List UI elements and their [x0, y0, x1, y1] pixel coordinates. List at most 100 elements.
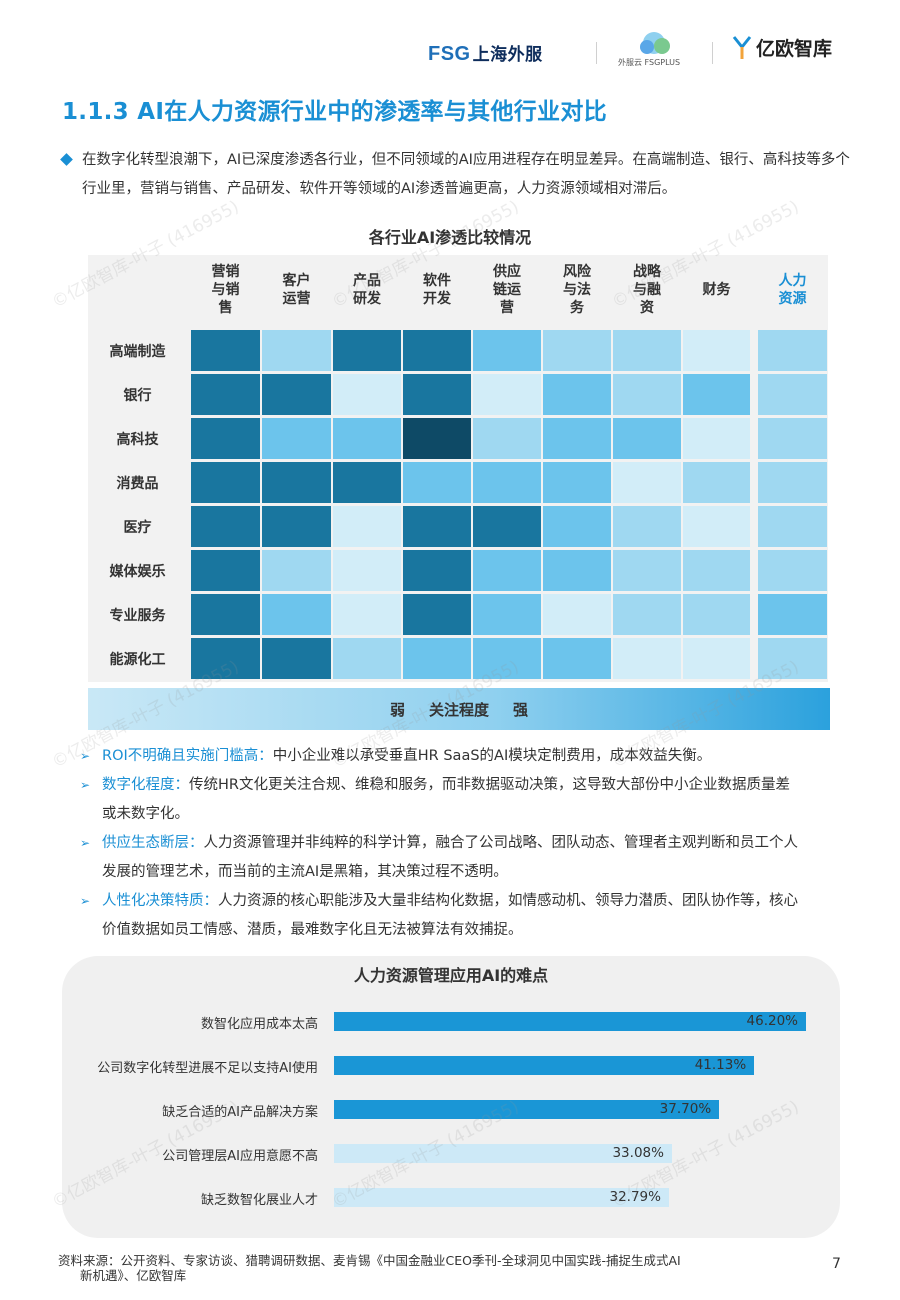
heatmap-cell — [403, 550, 471, 591]
scale-weak-label: 弱 — [389, 700, 405, 719]
heatmap-cell — [262, 594, 331, 635]
heatmap-cell — [403, 506, 471, 547]
column-header: 软件 开发 — [403, 256, 471, 324]
heatmap-cell — [543, 594, 611, 635]
source-note: 资料来源：公开资料、专家访谈、猎聘调研数据、麦肯锡《中国金融业CEO季刊-全球洞… — [58, 1253, 818, 1283]
heatmap-cell — [333, 638, 401, 679]
column-header: 风险 与法务 — [543, 256, 611, 324]
bar-value-label: 33.08% — [612, 1145, 664, 1161]
heatmap-cell — [191, 462, 260, 503]
heatmap-cell — [191, 506, 260, 547]
heatmap-cell — [473, 550, 541, 591]
bar-category-label: 缺乏合适的AI产品解决方案 — [162, 1105, 318, 1120]
heatmap-cell — [758, 462, 827, 503]
heatmap-cell — [403, 638, 471, 679]
heatmap-cell — [683, 462, 750, 503]
heatmap-cell — [683, 330, 750, 371]
row-header: 医疗 — [123, 519, 152, 536]
heatmap-cell — [543, 418, 611, 459]
arrow-icon: ➢ — [80, 836, 91, 850]
heatmap-cell — [473, 374, 541, 415]
heatmap-cell — [683, 638, 750, 679]
heatmap-cell — [403, 330, 471, 371]
heatmap-cell — [543, 638, 611, 679]
heatmap-cell — [613, 330, 681, 371]
bar — [334, 1144, 672, 1163]
heatmap-cell — [262, 550, 331, 591]
heatmap-cell — [333, 462, 401, 503]
bar-category-label: 公司管理层AI应用意愿不高 — [162, 1149, 318, 1164]
heatmap-cell — [758, 418, 827, 459]
bar — [334, 1012, 806, 1031]
heatmap-cell — [543, 506, 611, 547]
column-header: 客户 运营 — [262, 256, 331, 324]
heatmap-cell — [333, 550, 401, 591]
heatmap-cell — [473, 506, 541, 547]
row-header: 高端制造 — [109, 343, 166, 360]
row-header: 消费品 — [116, 475, 159, 492]
heatmap-cell — [683, 550, 750, 591]
heatmap-cell — [758, 550, 827, 591]
column-header: 人力 资源 — [758, 256, 827, 324]
heatmap-cell — [683, 506, 750, 547]
bar-chart-title: 人力资源管理应用AI的难点 — [353, 966, 549, 985]
heatmap-cell — [683, 374, 750, 415]
heatmap-cell — [758, 330, 827, 371]
row-header: 能源化工 — [109, 651, 166, 668]
heatmap-cell — [543, 330, 611, 371]
heatmap-cell — [262, 462, 331, 503]
bullet-item: ➢ 数字化程度：传统HR文化更关注合规、维稳和服务，而非数据驱动决策，这导致大部份… — [80, 771, 800, 829]
intro-paragraph: 在数字化转型浪潮下，AI已深度渗透各行业，但不同领域的AI应用进程存在明显差异。… — [60, 146, 852, 204]
logo-divider-2 — [712, 42, 713, 64]
bar-category-label: 缺乏数智化展业人才 — [200, 1193, 318, 1208]
heatmap-cell — [543, 374, 611, 415]
row-header: 媒体娱乐 — [109, 563, 166, 580]
arrow-icon: ➢ — [80, 778, 91, 792]
bullet-item: ➢ 人性化决策特质：人力资源的核心职能涉及大量非结构化数据，如情感动机、领导力潜质… — [80, 887, 800, 945]
heatmap-cell — [613, 462, 681, 503]
heatmap-cell — [262, 374, 331, 415]
heatmap-cell — [758, 374, 827, 415]
heatmap-title: 各行业AI渗透比较情况 — [368, 228, 532, 247]
bar — [334, 1188, 669, 1207]
heatmap-cell — [683, 594, 750, 635]
heatmap-cell — [403, 374, 471, 415]
heatmap-cell — [473, 462, 541, 503]
intro-text: 在数字化转型浪潮下，AI已深度渗透各行业，但不同领域的AI应用进程存在明显差异。… — [82, 152, 850, 197]
heatmap-cell — [613, 638, 681, 679]
bullet-item: ➢ ROI不明确且实施门槛高：中小企业难以承受垂直HR SaaS的AI模块定制费用… — [80, 742, 800, 771]
bar-value-label: 37.70% — [659, 1101, 712, 1117]
heatmap-cell — [758, 638, 827, 679]
bar — [334, 1100, 720, 1119]
heatmap-cell — [262, 418, 331, 459]
heatmap-cell — [333, 418, 401, 459]
heatmap-cell — [473, 330, 541, 371]
heatmap-cell — [758, 594, 827, 635]
bar — [334, 1056, 755, 1075]
heatmap-cell — [473, 418, 541, 459]
heatmap-cell — [191, 374, 260, 415]
heatmap-cell — [191, 330, 260, 371]
heatmap-cell — [473, 594, 541, 635]
heatmap-cell — [613, 594, 681, 635]
row-header: 银行 — [123, 387, 152, 404]
heatmap-cell — [191, 638, 260, 679]
scale-title-label: 关注程度 — [428, 700, 489, 719]
bar-value-label: 41.13% — [694, 1057, 747, 1073]
column-header: 产品 研发 — [333, 256, 401, 324]
source-line-1: 资料来源：公开资料、专家访谈、猎聘调研数据、麦肯锡《中国金融业CEO季刊-全球洞… — [58, 1253, 681, 1268]
fsg-logo: FSG 上海外服 — [428, 43, 543, 65]
bullet-item: ➢ 供应生态断层：人力资源管理并非纯粹的科学计算，融合了公司战略、团队动态、管理者… — [80, 829, 800, 887]
heatmap-cell — [758, 506, 827, 547]
heatmap-cell — [191, 418, 260, 459]
heatmap-cell — [683, 418, 750, 459]
heatmap-cell — [333, 594, 401, 635]
bar-value-label: 46.20% — [746, 1013, 798, 1029]
row-header: 高科技 — [116, 431, 159, 448]
heatmap-cell — [613, 550, 681, 591]
bar-category-label: 数智化应用成本太高 — [200, 1017, 318, 1032]
heatmap-cell — [262, 330, 331, 371]
yiou-logo: 亿欧智库 — [732, 34, 832, 61]
fsgplus-logo-icon — [640, 32, 670, 54]
heatmap-cell — [333, 374, 401, 415]
